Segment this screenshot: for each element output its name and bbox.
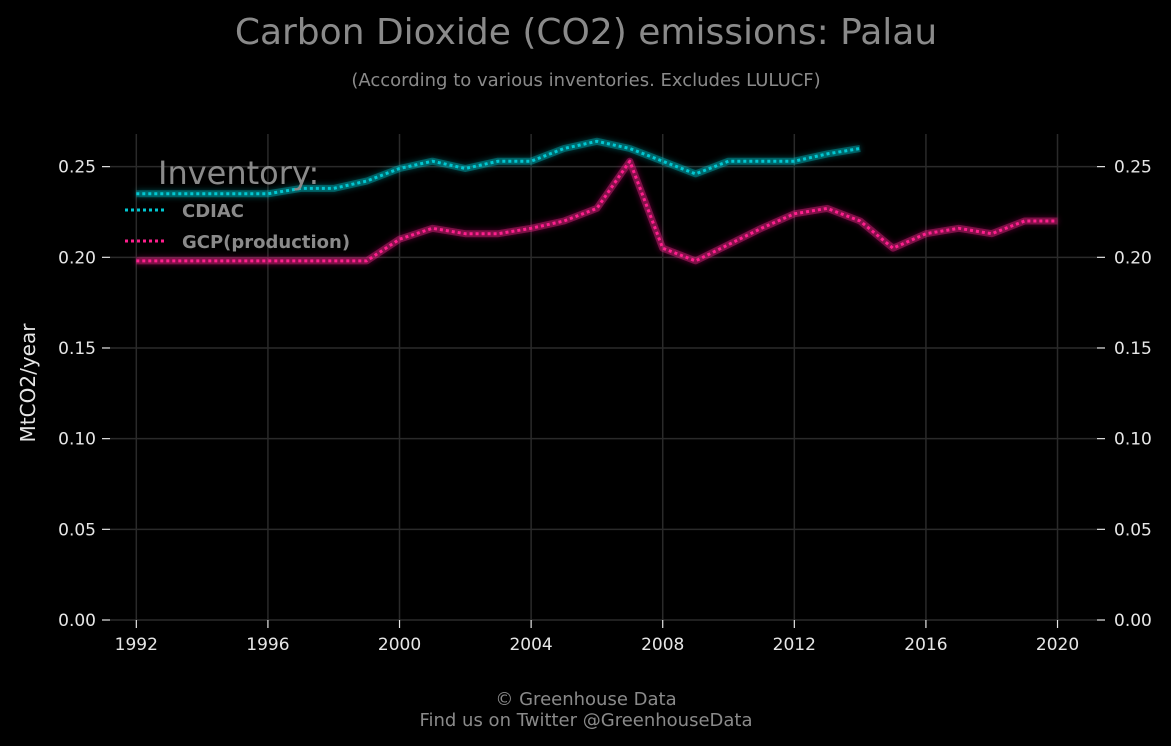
y-tick-label-left: 0.10 xyxy=(58,430,96,450)
x-tick-label: 1992 xyxy=(115,635,158,655)
series-lines xyxy=(136,137,1058,265)
chart-subtitle: (According to various inventories. Exclu… xyxy=(351,70,820,91)
y-tick-label-left: 0.15 xyxy=(58,339,96,359)
x-tick-label: 2000 xyxy=(378,635,421,655)
legend-title: Inventory: xyxy=(158,154,319,192)
y-tick-label-right: 0.20 xyxy=(1114,248,1152,268)
y-tick-label-left: 0.25 xyxy=(58,158,96,178)
x-tick-label: 2008 xyxy=(641,635,684,655)
legend: Inventory: CDIAC GCP(production) xyxy=(125,154,350,253)
x-tick-label: 1996 xyxy=(246,635,289,655)
y-tick-label-right: 0.05 xyxy=(1114,520,1152,540)
chart-title: Carbon Dioxide (CO2) emissions: Palau xyxy=(235,12,937,53)
y-tick-label-right: 0.10 xyxy=(1114,430,1152,450)
y-tick-label-right: 0.15 xyxy=(1114,339,1152,359)
y-tick-label-right: 0.25 xyxy=(1114,158,1152,178)
y-tick-label-left: 0.05 xyxy=(58,520,96,540)
x-tick-label: 2020 xyxy=(1036,635,1079,655)
series-glow-gcp xyxy=(136,157,1058,265)
x-tick-label: 2004 xyxy=(509,635,552,655)
legend-label-cdiac: CDIAC xyxy=(182,201,244,222)
y-tick-label-left: 0.20 xyxy=(58,248,96,268)
footer-twitter: Find us on Twitter @GreenhouseData xyxy=(419,710,752,731)
y-tick-label-left: 0.00 xyxy=(58,611,96,631)
x-tick-label: 2012 xyxy=(773,635,816,655)
footer-copyright: © Greenhouse Data xyxy=(495,689,676,710)
y-tick-label-right: 0.00 xyxy=(1114,611,1152,631)
series-line-cdiac xyxy=(136,139,861,196)
legend-label-gcp: GCP(production) xyxy=(182,232,350,253)
x-tick-label: 2016 xyxy=(904,635,947,655)
y-axis-label: MtCO2/year xyxy=(16,323,40,443)
axes: 0.00 0.00 0.05 0.05 0.10 0.10 0.15 0.15 0.20 0.20… xyxy=(58,158,1152,655)
grid-lines xyxy=(110,134,1097,621)
